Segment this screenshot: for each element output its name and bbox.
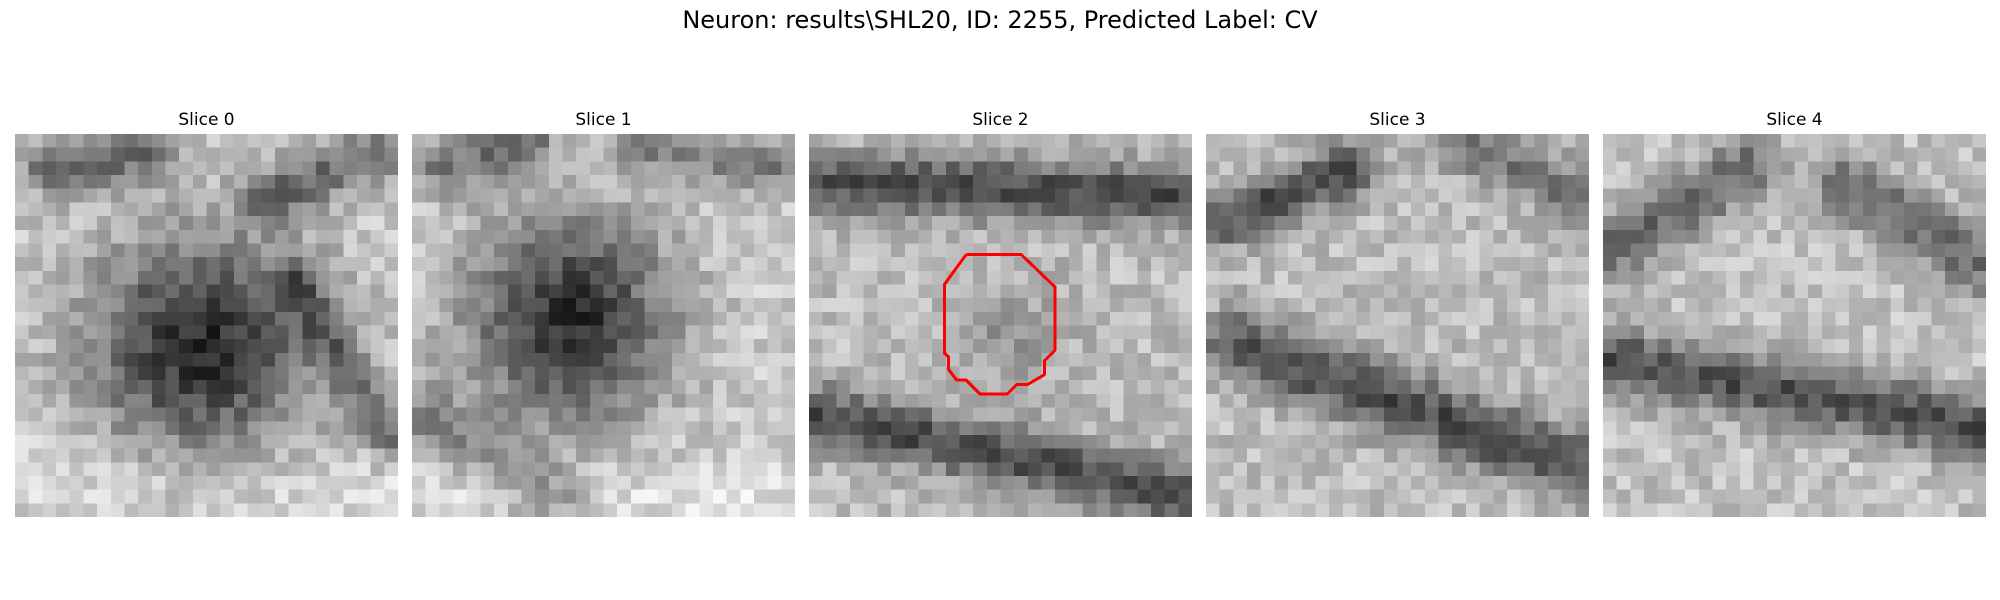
figure-title: Neuron: results\SHL20, ID: 2255, Predict… [682, 6, 1318, 34]
slice-title-1: Slice 1 [575, 110, 632, 130]
slice-image-0 [15, 134, 398, 517]
slice-image-2 [809, 134, 1192, 517]
predicted-contour [942, 252, 1057, 396]
slice-title-0: Slice 0 [178, 110, 235, 130]
slice-image-4 [1603, 134, 1986, 517]
slice-title-2: Slice 2 [972, 110, 1029, 130]
slice-image-3 [1206, 134, 1589, 517]
slice-image-1 [412, 134, 795, 517]
slice-title-4: Slice 4 [1766, 110, 1823, 130]
slice-title-3: Slice 3 [1369, 110, 1426, 130]
